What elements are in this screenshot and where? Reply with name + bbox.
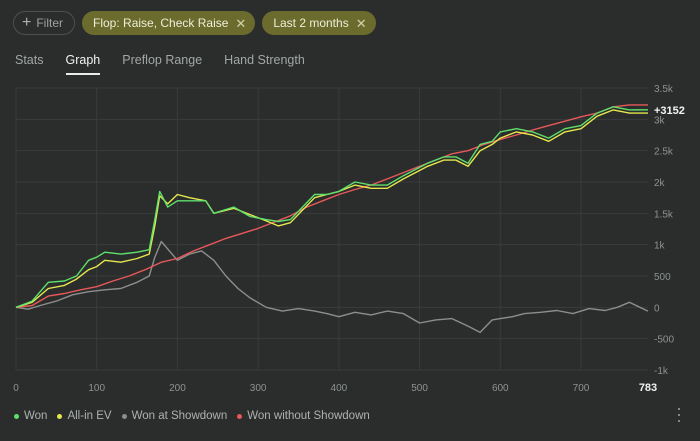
won-at-showdown-line xyxy=(15,240,649,334)
chart-legend: Won All-in EV Won at Showdown Won withou… xyxy=(14,410,380,422)
filter-bar: + Filter Flop: Raise, Check Raise ✕ Last… xyxy=(13,11,376,35)
y-tick-label: 3.5k xyxy=(654,84,674,95)
filter-chip-date[interactable]: Last 2 months ✕ xyxy=(262,11,376,35)
legend-dot xyxy=(57,413,63,419)
y-tick-label: -1k xyxy=(654,366,669,377)
filter-chip-label: Last 2 months xyxy=(273,16,349,30)
y-tick-label: 2k xyxy=(654,178,666,189)
more-options-icon[interactable] xyxy=(670,407,688,423)
y-tick-label: 1.5k xyxy=(654,209,674,220)
x-tick-label: 500 xyxy=(411,383,428,394)
legend-item-won-at-showdown[interactable]: Won at Showdown xyxy=(121,410,228,422)
x-tick-label: 200 xyxy=(169,383,186,394)
x-tick-label: 400 xyxy=(331,383,348,394)
legend-item-won[interactable]: Won xyxy=(14,410,47,422)
y-tick-label: 0 xyxy=(654,303,660,314)
y-tick-label: 1k xyxy=(654,241,666,252)
add-filter-button[interactable]: + Filter xyxy=(13,11,76,35)
x-tick-label: 0 xyxy=(13,383,19,394)
legend-label: All-in EV xyxy=(67,410,112,422)
y-tick-label: 2.5k xyxy=(654,147,674,158)
tab-stats[interactable]: Stats xyxy=(15,53,44,67)
won-line xyxy=(15,106,649,308)
close-icon[interactable]: ✕ xyxy=(235,15,247,31)
all-in-ev-line xyxy=(15,109,648,308)
legend-dot xyxy=(14,413,19,419)
legend-dot xyxy=(237,413,243,419)
y-tick-label: -500 xyxy=(654,335,674,346)
tab-graph[interactable]: Graph xyxy=(65,53,101,75)
filter-chip-street[interactable]: Flop: Raise, Check Raise ✕ xyxy=(82,11,256,35)
filter-chip-label: Flop: Raise, Check Raise xyxy=(93,16,229,30)
won-without-showdown-line xyxy=(15,104,648,308)
y-tick-label: 500 xyxy=(654,272,671,283)
plus-icon: + xyxy=(22,14,32,31)
x-tick-label: 300 xyxy=(250,383,267,394)
y-tick-label: 3k xyxy=(654,115,666,126)
add-filter-label: Filter xyxy=(36,16,64,30)
legend-label: Won at Showdown xyxy=(131,410,228,422)
x-tick-label: 600 xyxy=(492,383,509,394)
tab-hand-strength[interactable]: Hand Strength xyxy=(224,53,305,67)
legend-item-all-in-ev[interactable]: All-in EV xyxy=(57,410,112,422)
x-tick-label: 100 xyxy=(88,383,105,394)
legend-label: Won xyxy=(24,410,48,422)
tab-bar: Stats Graph Preflop Range Hand Strength xyxy=(15,53,327,75)
tab-preflop-range[interactable]: Preflop Range xyxy=(122,53,203,67)
final-value-label: +3152 xyxy=(654,105,685,117)
legend-label: Won without Showdown xyxy=(247,410,370,422)
legend-item-won-without-showdown[interactable]: Won without Showdown xyxy=(237,410,370,422)
legend-dot xyxy=(121,413,127,419)
x-end-label: 783 xyxy=(639,382,657,394)
x-tick-label: 700 xyxy=(573,383,590,394)
close-icon[interactable]: ✕ xyxy=(355,15,367,31)
